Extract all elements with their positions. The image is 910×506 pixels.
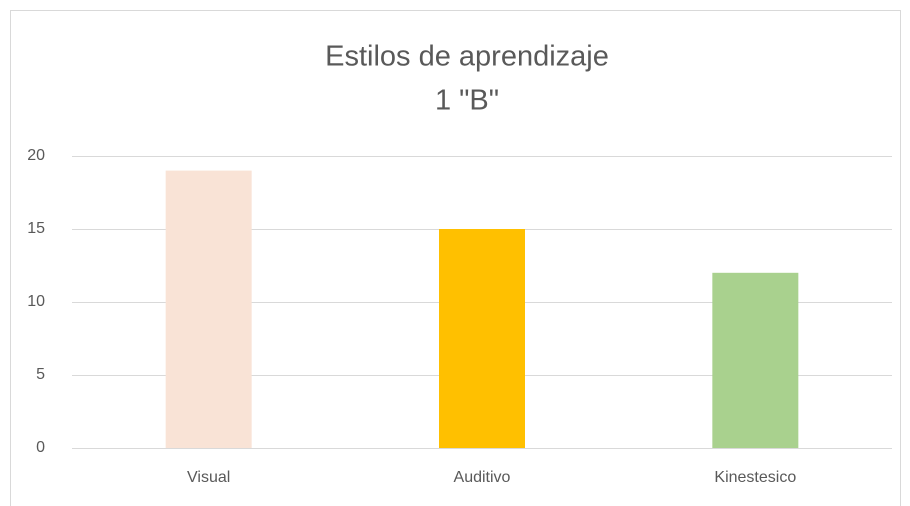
- x-tick-label: Visual: [187, 469, 230, 486]
- y-tick-label: 20: [27, 147, 45, 164]
- chart-frame: [10, 10, 901, 506]
- bar: [165, 170, 252, 448]
- x-tick-label: Kinestesico: [714, 469, 796, 486]
- y-tick-label: 0: [36, 439, 45, 456]
- y-tick-label: 15: [27, 220, 45, 237]
- bar: [439, 229, 525, 448]
- chart-subtitle: 1 "B": [435, 85, 499, 117]
- y-tick-label: 10: [27, 293, 45, 310]
- y-tick-label: 5: [36, 366, 45, 383]
- chart-title: Estilos de aprendizaje: [325, 41, 609, 73]
- bar: [712, 272, 799, 448]
- x-tick-label: Auditivo: [454, 469, 511, 486]
